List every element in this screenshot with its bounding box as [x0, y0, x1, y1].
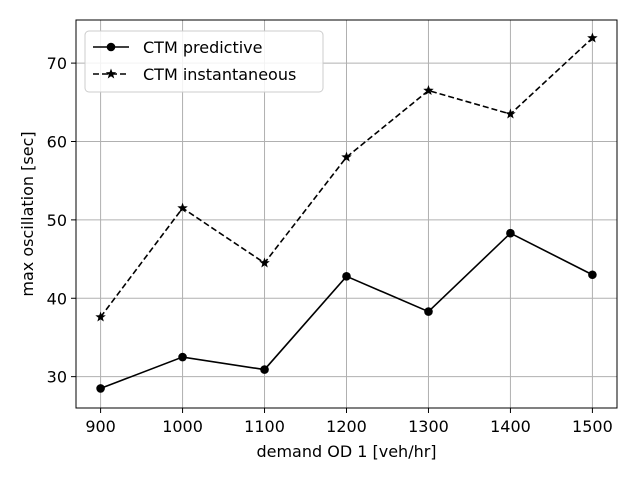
data-point — [588, 270, 597, 280]
legend: CTM predictive CTM instantaneous — [84, 30, 324, 93]
series-ctm-predictive — [96, 228, 597, 393]
data-point — [423, 85, 434, 95]
data-point — [260, 365, 269, 374]
y-tick-label: 50 — [47, 211, 67, 230]
data-point — [177, 202, 188, 213]
legend-box — [84, 30, 324, 93]
legend-marker — [105, 68, 117, 79]
legend-marker — [106, 42, 116, 52]
x-tick-label: 1100 — [244, 417, 285, 436]
x-tick-label: 1500 — [572, 417, 613, 436]
x-tick-label: 1000 — [162, 417, 203, 436]
series-ctm-instantaneous — [95, 32, 598, 322]
data-point — [587, 32, 598, 43]
data-point — [506, 228, 515, 238]
data-point — [342, 272, 351, 281]
data-point — [178, 352, 187, 362]
legend-label: CTM instantaneous — [143, 65, 296, 84]
y-tick-label: 40 — [47, 289, 67, 308]
data-point — [341, 151, 352, 162]
x-tick-label: 1200 — [326, 417, 367, 436]
data-point — [505, 108, 516, 119]
x-axis-ticks: 900 1000 1100 1200 1300 1400 1500 — [85, 408, 613, 436]
x-tick-label: 1400 — [490, 417, 531, 436]
data-point — [95, 311, 106, 322]
data-point — [424, 307, 433, 316]
x-axis-label: demand OD 1 [veh/hr] — [256, 442, 436, 461]
y-axis-label: max oscillation [sec] — [18, 131, 37, 296]
y-tick-label: 60 — [47, 132, 67, 151]
legend-label: CTM predictive — [143, 38, 263, 57]
data-point — [96, 384, 105, 393]
y-tick-label: 30 — [47, 368, 67, 387]
x-tick-label: 900 — [85, 417, 116, 436]
y-axis-ticks: 30 40 50 60 70 — [47, 54, 76, 387]
y-tick-label: 70 — [47, 54, 67, 73]
data-point — [259, 257, 270, 268]
series-layer — [95, 32, 598, 393]
legend-item: CTM predictive — [93, 38, 263, 57]
legend-item: CTM instantaneous — [93, 65, 296, 84]
x-tick-label: 1300 — [408, 417, 449, 436]
